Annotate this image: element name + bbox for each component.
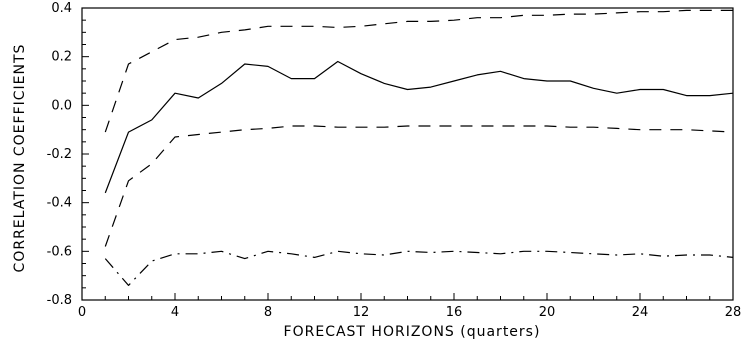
series-line-1-solid [104,60,734,194]
y-tick-label: -0.4 [47,196,72,211]
series-line-4-dash-dot [104,250,734,286]
x-tick-label: 4 [171,305,179,320]
y-axis-label: CORRELATION COEFFICIENTS [12,44,28,273]
x-tick-label: 8 [264,305,272,320]
x-tick-label: 12 [353,305,370,320]
y-tick-label: -0.6 [47,244,72,259]
series-layer [104,9,734,286]
x-tick-label: 0 [78,305,86,320]
series-line-2-dashed [104,9,733,133]
plot-frame [81,7,734,301]
x-tick-label: 20 [539,305,556,320]
y-tick-label: 0.2 [51,50,72,65]
x-axis-label: FORECAST HORIZONS (quarters) [284,324,541,340]
axes-layer: 0 4 8 12 16 20 24 28 -0.8 -0.6 -0.4 -0.2 0.0 0.2 0.4 [47,1,742,320]
x-tick-label: 16 [446,305,463,320]
x-tick-label: 28 [725,305,742,320]
x-tick-label: 24 [632,305,649,320]
y-tick-label: 0.0 [51,98,72,113]
y-tick-label: 0.4 [51,1,72,16]
series-line-3-dashed [104,125,734,247]
y-tick-label: -0.8 [47,293,72,308]
y-tick-label: -0.2 [47,147,72,162]
